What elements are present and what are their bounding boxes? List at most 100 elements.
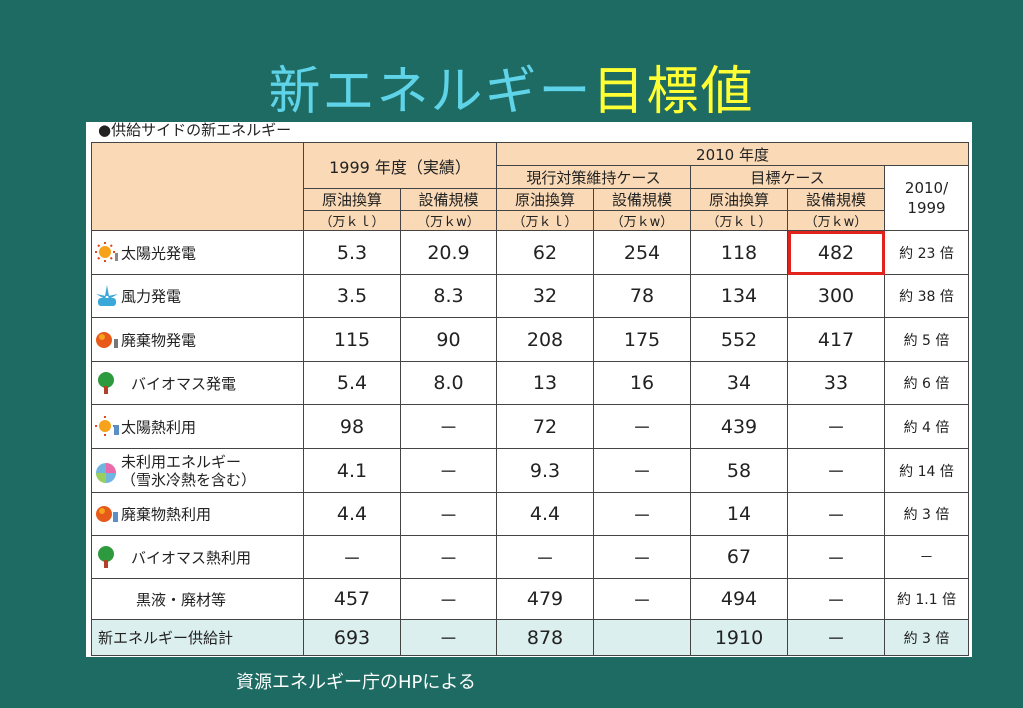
cell-value: 90	[400, 317, 497, 362]
table-row: 太陽熱利用 98 － 72 － 439 － 約 4 倍	[91, 404, 970, 449]
page-title: 新エネルギー目標値	[0, 52, 1023, 132]
cell-value: －	[496, 535, 594, 579]
cell-ratio: 約 23 倍	[883, 230, 970, 275]
cell-value: 439	[690, 404, 788, 449]
cell-value: 5.4	[303, 361, 401, 405]
row-label: 黒液・廃材等	[91, 578, 304, 620]
row-label-text: 黒液・廃材等	[136, 590, 227, 609]
wind-turbine-icon	[96, 285, 118, 306]
table-row: 太陽光発電 5.3 20.9 62 254 118 482 約 23 倍	[91, 230, 970, 275]
cell-value: －	[593, 535, 691, 579]
source-note: 資源エネルギー庁のHPによる	[236, 672, 476, 693]
cell-value: 72	[496, 404, 594, 449]
title-part2: 目標値	[592, 62, 755, 122]
cell-value: 62	[496, 230, 594, 275]
row-label-text: 太陽光発電	[121, 244, 197, 262]
cell-value: 5.3	[303, 230, 401, 275]
header-current-case: 現行対策維持ケース	[496, 165, 691, 189]
cell-ratio: 約 38 倍	[883, 274, 970, 318]
highlighted-cell: 482	[787, 230, 885, 275]
col-capacity-current: 設備規模	[593, 188, 691, 211]
row-label-text: 廃棄物熱利用	[121, 505, 212, 524]
unit-kw: （万ｋw）	[593, 210, 691, 231]
cell-value: －	[400, 619, 497, 656]
cell-value: 479	[496, 578, 594, 620]
waste-heat-icon	[96, 506, 118, 522]
header-ratio-top: 2010/	[904, 179, 949, 197]
cell-value: 67	[690, 535, 788, 579]
cell-value: 300	[787, 274, 885, 318]
cell-value: －	[400, 448, 497, 493]
cell-value: 134	[690, 274, 788, 318]
cell-ratio: 約 4 倍	[883, 404, 970, 449]
cell-value: －	[787, 492, 885, 536]
col-crude-target: 原油換算	[690, 188, 788, 211]
col-crude-1999: 原油換算	[303, 188, 401, 211]
cell-value: 175	[593, 317, 691, 362]
cell-value: 118	[690, 230, 788, 275]
cell-value: －	[787, 404, 885, 449]
table-row: バイオマス発電 5.4 8.0 13 16 34 33 約 6 倍	[91, 361, 970, 405]
cell-value: 32	[496, 274, 594, 318]
cell-value: 8.0	[400, 361, 497, 405]
cell-value: 115	[303, 317, 401, 362]
cell-value: 58	[690, 448, 788, 493]
title-part1: 新エネルギー	[268, 62, 593, 122]
col-capacity-target: 設備規模	[787, 188, 885, 211]
header-ratio: 2010/ 1999	[883, 165, 970, 231]
row-label: 太陽熱利用	[91, 404, 304, 449]
cell-value: 33	[787, 361, 885, 405]
cell-value: 3.5	[303, 274, 401, 318]
cell-value: 254	[593, 230, 691, 275]
header-ratio-bottom: 1999	[907, 199, 946, 217]
cell-value: －	[303, 535, 401, 579]
unit-kw: （万ｋw）	[400, 210, 497, 231]
cell-value: 78	[593, 274, 691, 318]
cell-value: 34	[690, 361, 788, 405]
cell-value: 14	[690, 492, 788, 536]
table-row: 未利用エネルギー （雪氷冷熱を含む） 4.1 － 9.3 － 58 － 約 14…	[91, 448, 970, 493]
col-capacity-1999: 設備規模	[400, 188, 497, 211]
cell-value: 20.9	[400, 230, 497, 275]
cell-value: －	[593, 492, 691, 536]
table-row: 廃棄物発電 115 90 208 175 552 417 約 5 倍	[91, 317, 970, 362]
row-label: 風力発電	[91, 274, 304, 318]
cell-ratio: 約 5 倍	[883, 317, 970, 362]
row-label-text: 廃棄物発電	[121, 331, 197, 349]
cell-value: 4.1	[303, 448, 401, 493]
cell-value: 98	[303, 404, 401, 449]
cell-ratio: 約 1.1 倍	[883, 578, 970, 620]
table-row: 廃棄物熱利用 4.4 － 4.4 － 14 － 約 3 倍	[91, 492, 970, 536]
cell-value: 4.4	[303, 492, 401, 536]
cell-value: －	[593, 448, 691, 493]
sun-icon	[95, 241, 118, 262]
cell-value: －	[787, 448, 885, 493]
cell-ratio: －	[883, 535, 970, 579]
sun-heat-icon	[95, 415, 119, 436]
row-label-text: 太陽熱利用	[121, 418, 197, 436]
cell-value: －	[400, 535, 497, 579]
recycle-icon	[96, 462, 116, 483]
row-label: 未利用エネルギー （雪氷冷熱を含む）	[91, 448, 304, 493]
cell-value: 4.4	[496, 492, 594, 536]
table-row: 風力発電 3.5 8.3 32 78 134 300 約 38 倍	[91, 274, 970, 318]
cell-value	[593, 619, 691, 656]
total-label: 新エネルギー供給計	[91, 619, 304, 656]
cell-value: －	[400, 578, 497, 620]
cell-value: 8.3	[400, 274, 497, 318]
cell-value: 16	[593, 361, 691, 405]
table-row: バイオマス熱利用 － － － － 67 － －	[91, 535, 970, 579]
tree-icon	[98, 372, 114, 394]
cell-value: 417	[787, 317, 885, 362]
cell-value: －	[400, 492, 497, 536]
col-crude-current: 原油換算	[496, 188, 594, 211]
header-2010: 2010 年度	[495, 142, 970, 166]
cell-value: －	[787, 619, 885, 656]
row-label-text: 風力発電	[121, 287, 182, 306]
unit-kl: （万ｋｌ）	[690, 210, 788, 231]
cell-ratio: 約 3 倍	[883, 619, 970, 656]
total-row: 新エネルギー供給計 693 － 878 1910 － 約 3 倍	[91, 619, 970, 656]
cell-value: 457	[303, 578, 401, 620]
cell-value: 13	[496, 361, 594, 405]
cell-value: 1910	[690, 619, 788, 656]
